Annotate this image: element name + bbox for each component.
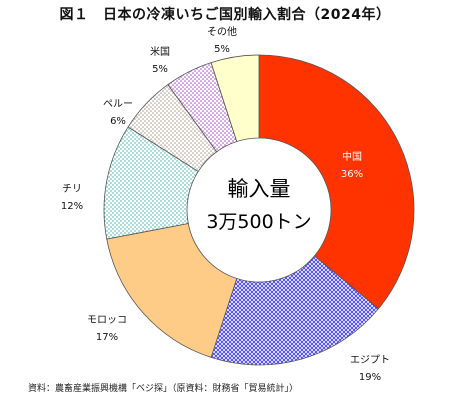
- slice-value-label-7: 5%: [214, 44, 230, 55]
- center-label-line-2: 3万500トン: [206, 211, 311, 233]
- slice-value-label-5: 6%: [110, 116, 126, 127]
- slice-name-label-5: ペルー: [103, 99, 133, 110]
- slice-value-label-6: 5%: [152, 64, 168, 75]
- slice-value-label-2: 19%: [359, 372, 381, 380]
- slice-name-label-1: 中国: [342, 150, 362, 163]
- slice-value-label-3: 17%: [96, 332, 118, 343]
- slice-2: [210, 255, 379, 366]
- donut-chart: 中国 36% エジプト 19% モロッコ 17% チリ 12% ペルー 6% 米国 5% その他 5% 輸…: [61, 25, 415, 380]
- chart-title: 図１ 日本の冷凍いちご国別輸入割合（2024年）: [59, 7, 391, 23]
- slice-value-label-4: 12%: [61, 201, 83, 212]
- slice-name-label-4: チリ: [62, 183, 82, 195]
- slice-name-label-7: その他: [207, 25, 237, 38]
- slice-7: [210, 54, 260, 143]
- source-note: 資料：農畜産業振興機構「ベジ探」（原資料：財務省「貿易統計」）: [28, 384, 299, 394]
- slice-name-label-6: 米国: [150, 45, 170, 58]
- slice-name-label-3: モロッコ: [87, 315, 127, 326]
- slice-1: [258, 54, 415, 310]
- slice-name-label-2: エジプト: [350, 354, 390, 366]
- slice-3: [106, 223, 238, 358]
- slice-value-label-1: 36%: [341, 169, 363, 180]
- center-label-line-1: 輸入量: [228, 177, 291, 201]
